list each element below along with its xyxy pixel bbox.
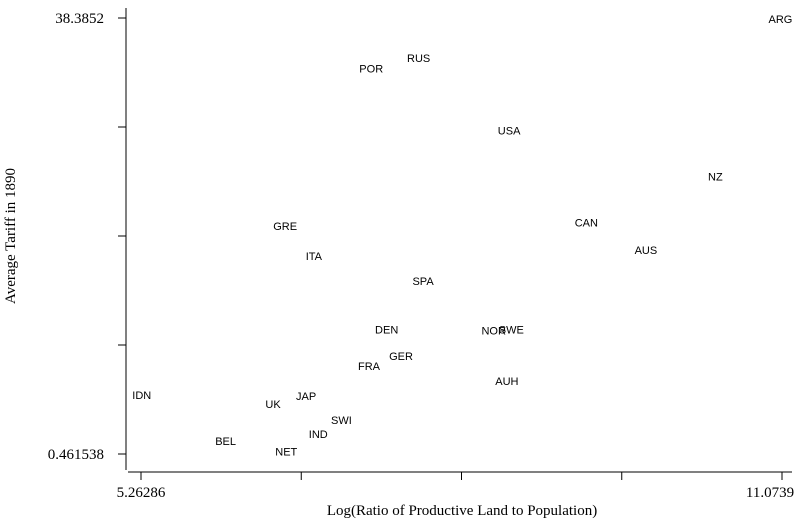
point-label-arg: ARG [769,14,793,26]
point-label-fra: FRA [358,361,381,373]
point-label-por: POR [359,63,383,75]
point-label-auh: AUH [495,376,518,388]
point-label-idn: IDN [132,390,151,402]
axes: 0.461538 38.3852 5.26286 11.0739 Log(Rat… [3,8,794,519]
point-label-rus: RUS [407,53,430,65]
point-label-ita: ITA [306,251,323,263]
point-label-nor: NOR [481,326,506,338]
point-label-jap: JAP [296,391,316,403]
point-label-gre: GRE [273,221,297,233]
y-tick-label-min: 0.461538 [48,447,104,463]
point-label-nz: NZ [708,171,723,183]
point-label-bel: BEL [215,436,236,448]
point-label-swe: SWE [499,324,524,336]
point-label-usa: USA [498,125,521,137]
point-label-uk: UK [265,399,281,411]
x-ticks [140,472,783,480]
point-label-spa: SPA [412,276,434,288]
point-label-ger: GER [389,351,413,363]
point-label-aus: AUS [635,245,658,257]
point-label-den: DEN [375,324,398,336]
y-axis-title: Average Tariff in 1890 [3,168,19,304]
y-ticks [118,17,126,455]
point-label-swi: SWI [331,415,352,427]
point-label-ind: IND [309,429,328,441]
point-label-can: CAN [575,217,598,229]
x-tick-label-max: 11.0739 [746,485,794,501]
x-axis-title: Log(Ratio of Productive Land to Populati… [327,503,597,519]
point-label-net: NET [275,446,297,458]
x-tick-label-min: 5.26286 [117,485,166,501]
y-tick-label-max: 38.3852 [55,11,104,27]
